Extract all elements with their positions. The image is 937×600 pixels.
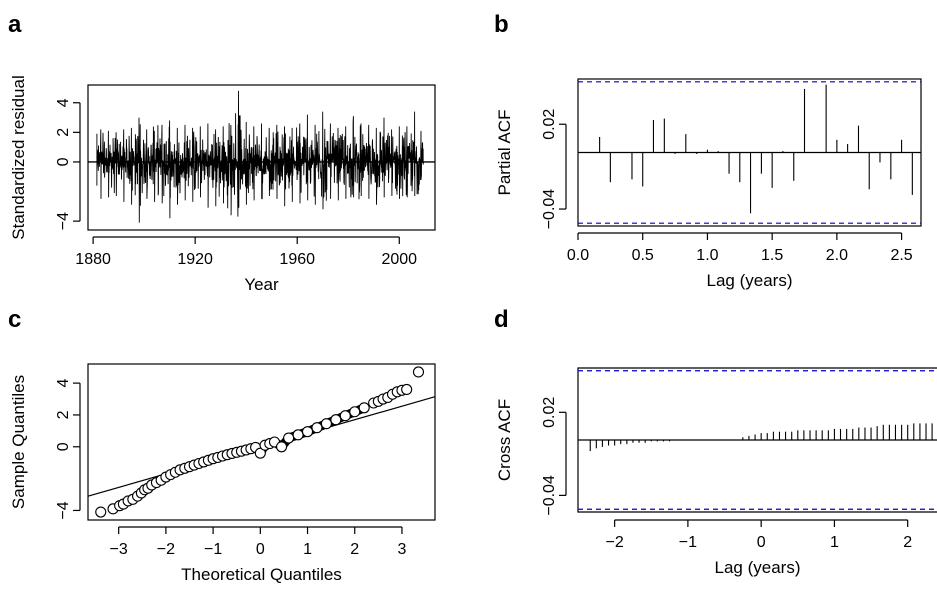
qq-point [283, 432, 295, 444]
qq-point [330, 414, 342, 426]
x-tick-label: 1 [303, 541, 312, 558]
y-tick-label: 0 [55, 157, 72, 166]
panel-d-cross-acf: −2 −1 0 1 2 Lag (years) −0.04 0.02 Cross ACF [495, 367, 937, 577]
x-tick-label: 0 [757, 534, 766, 551]
x-tick-label: −2 [606, 534, 624, 551]
x-tick-label: 0.5 [632, 247, 654, 264]
residual-series-line [96, 90, 424, 223]
x-tick-label: 1 [830, 534, 839, 551]
x-tick-label: 2.0 [826, 247, 848, 264]
qq-point [412, 366, 425, 378]
x-tick-label: 2.5 [890, 247, 912, 264]
panel-letter-d: d [494, 306, 509, 333]
plot-frame [87, 363, 436, 521]
panel-b-partial-acf: 0.0 0.5 1.0 1.5 2.0 2.5 Lag (years) −0.04 0.02 Pa… [495, 78, 922, 290]
y-tick-label: 4 [55, 98, 72, 107]
x-tick-label: 2 [903, 534, 912, 551]
y-tick-label: 0.02 [541, 109, 558, 140]
qq-point [401, 383, 413, 396]
panel-letter-c: c [8, 306, 21, 333]
y-tick-label: 2 [55, 410, 72, 419]
x-tick-label: 2 [350, 541, 359, 558]
qq-point [276, 441, 288, 453]
qq-point [358, 402, 370, 414]
plot-frame [87, 84, 436, 231]
y-tick-label: −4 [55, 212, 72, 230]
panel-letter-a: a [8, 11, 22, 38]
qq-point [301, 426, 314, 438]
x-tick-label: 3 [397, 541, 406, 558]
y-axis-title: Cross ACF [495, 399, 514, 481]
x-tick-label: −1 [204, 541, 222, 558]
y-axis-title: Sample Quantiles [9, 375, 28, 509]
x-tick-label: 2000 [381, 251, 417, 268]
x-axis-title: Lag (years) [715, 558, 801, 577]
qq-point [95, 506, 107, 518]
y-axis-title: Standardized residual [9, 75, 28, 239]
y-tick-label: 2 [55, 128, 72, 137]
y-tick-label: −0.04 [541, 475, 558, 516]
x-tick-label: 0 [256, 541, 265, 558]
y-tick-label: −0.04 [541, 189, 558, 230]
qq-point [349, 406, 361, 418]
qq-point [292, 429, 304, 441]
x-tick-label: 1960 [279, 251, 315, 268]
panel-c-qq-plot: −3 −2 −1 0 1 2 3 Theoretical Quantiles −4 0 2 4 Samp… [9, 363, 436, 584]
x-axis-title: Lag (years) [707, 271, 793, 290]
y-axis-title: Partial ACF [495, 110, 514, 196]
y-tick-label: 0.02 [541, 397, 558, 428]
x-tick-label: 1880 [75, 251, 111, 268]
x-axis-title: Year [244, 275, 279, 294]
y-tick-label: −4 [55, 501, 72, 519]
panel-a-residual-series: 1880 1920 1960 2000 Year −4 0 2 4 Standardized re… [9, 75, 436, 294]
panel-letter-b: b [494, 11, 509, 38]
x-tick-label: 1.5 [761, 247, 783, 264]
qq-point [339, 410, 351, 422]
y-tick-label: 0 [55, 442, 72, 451]
x-tick-label: −1 [679, 534, 697, 551]
x-tick-label: 0.0 [567, 247, 589, 264]
qq-point [254, 447, 266, 459]
x-tick-label: 1.0 [696, 247, 718, 264]
x-tick-label: −3 [110, 541, 128, 558]
y-tick-label: 4 [55, 379, 72, 388]
x-axis-title: Theoretical Quantiles [181, 565, 342, 584]
qq-point [311, 422, 323, 434]
x-tick-label: 1920 [177, 251, 213, 268]
qq-point [320, 418, 332, 430]
x-tick-label: −2 [157, 541, 175, 558]
